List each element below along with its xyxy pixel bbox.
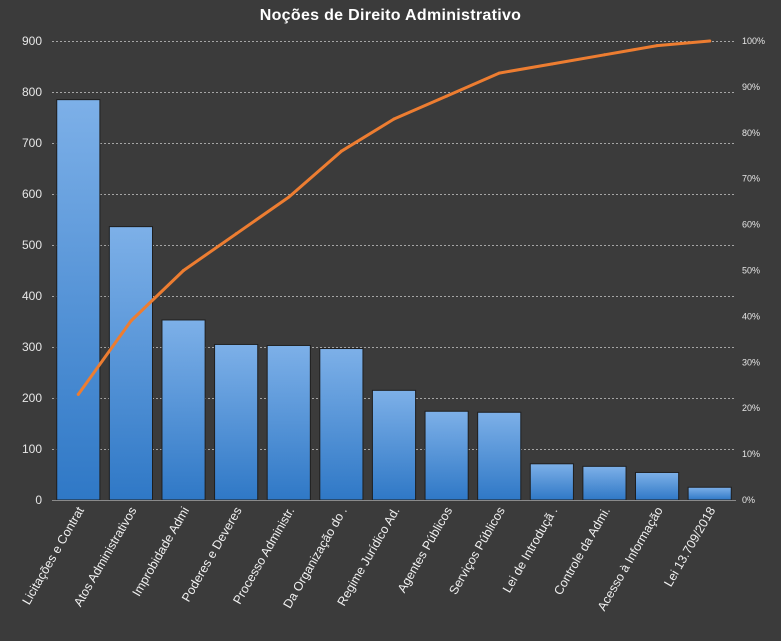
line-point	[182, 269, 186, 272]
bar	[161, 319, 206, 501]
x-tick-label: Improbidade Admi	[130, 505, 193, 599]
y2-tick-label: 70%	[742, 174, 760, 184]
y-tick-label: 600	[22, 187, 42, 201]
bar	[477, 411, 522, 501]
y2-tick-label: 10%	[742, 449, 760, 459]
line-point	[129, 319, 133, 323]
bar	[266, 344, 311, 501]
y2-tick-label: 90%	[742, 82, 760, 92]
x-tick-label: Agentes Públicos	[395, 504, 455, 595]
line-point	[392, 117, 396, 121]
bar	[635, 471, 680, 501]
y2-tick-label: 50%	[742, 266, 760, 276]
y2-tick-label: 80%	[742, 128, 760, 138]
chart-title: Noções de Direito Administrativo	[259, 7, 522, 24]
bar	[56, 99, 101, 501]
line-point	[708, 39, 712, 43]
line-point	[339, 149, 343, 153]
y2-tick-label: 20%	[742, 403, 760, 413]
y-tick-label: 700	[22, 136, 42, 150]
x-tick-label: Lei 13.709/2018	[661, 504, 718, 589]
y-axis-left: 0 100 200 300 400 500 600 700 800 900	[22, 34, 42, 507]
gridlines	[52, 41, 736, 450]
line-point	[655, 44, 659, 48]
line-point	[550, 62, 554, 66]
y2-tick-label: 30%	[742, 357, 760, 367]
bar	[371, 389, 417, 501]
bar	[214, 343, 259, 501]
y2-tick-label: 40%	[742, 311, 760, 321]
y2-tick-label: 100%	[742, 36, 765, 46]
y-tick-label: 100	[22, 442, 42, 456]
line-point	[497, 71, 501, 75]
bar	[108, 226, 153, 501]
line-point	[234, 232, 238, 236]
line-point	[287, 195, 291, 199]
x-tick-label: Lei de Introduçã .	[500, 505, 560, 596]
line-point	[445, 94, 449, 98]
y-tick-label: 900	[22, 34, 42, 48]
bar	[529, 463, 574, 501]
x-tick-label: Poderes e Deveres	[179, 505, 245, 605]
y2-tick-label: 0%	[742, 495, 755, 505]
bar-series	[56, 99, 732, 501]
line-point	[602, 53, 606, 57]
y-tick-label: 500	[22, 238, 42, 252]
y2-tick-label: 60%	[742, 220, 760, 230]
y-tick-label: 800	[22, 85, 42, 99]
bar	[582, 465, 627, 501]
y-tick-label: 0	[35, 493, 42, 507]
y-tick-label: 300	[22, 340, 42, 354]
y-tick-label: 200	[22, 391, 42, 405]
x-tick-label: Controle da Admi.	[551, 505, 613, 598]
bar	[687, 486, 732, 501]
x-tick-label: Serviços Públicos	[446, 505, 507, 597]
y-axis-right: 0% 10% 20% 30% 40% 50% 60% 70% 80% 90% 100%	[742, 36, 765, 505]
line-points	[76, 39, 712, 396]
y-tick-label: 400	[22, 289, 42, 303]
line-point	[76, 392, 80, 396]
bar	[319, 348, 364, 501]
bar	[424, 410, 469, 501]
